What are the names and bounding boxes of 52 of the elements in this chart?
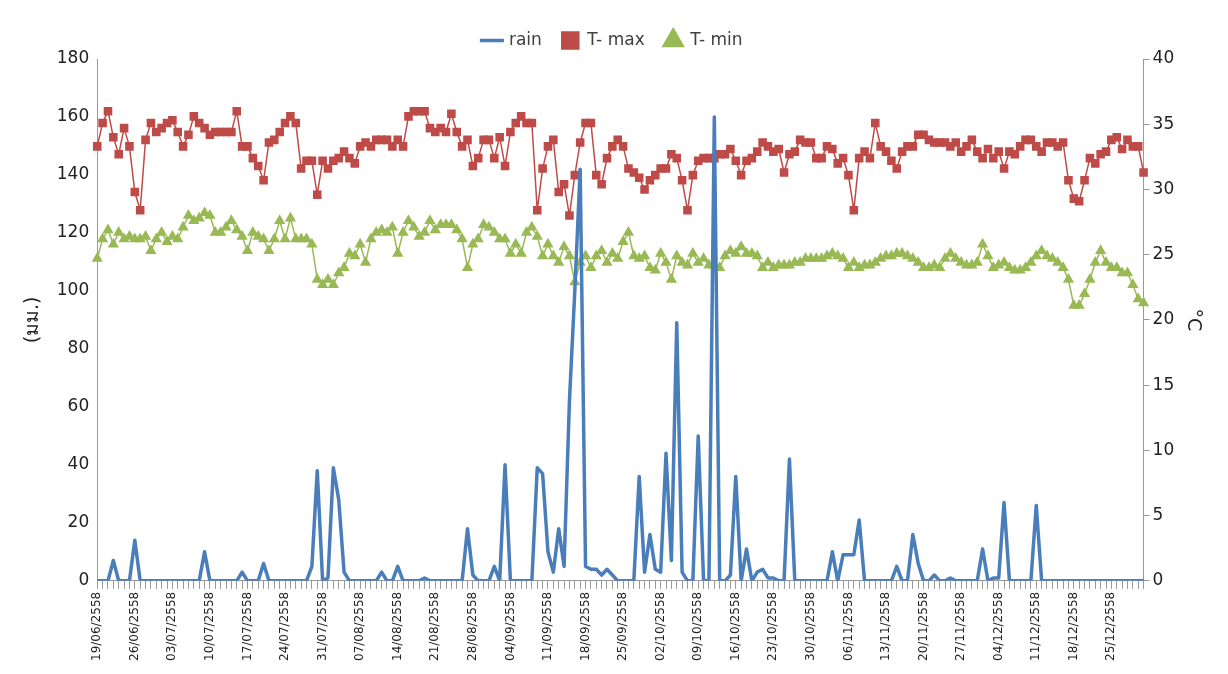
x-tick-label: 28/08/2558 bbox=[464, 591, 479, 662]
x-tick-label: 24/07/2558 bbox=[277, 591, 292, 662]
x-tick-label: 18/09/2558 bbox=[577, 591, 592, 662]
x-tick-label: 30/10/2558 bbox=[803, 591, 818, 662]
x-tick-label: 20/11/2558 bbox=[915, 591, 930, 662]
x-tick-label: 19/06/2558 bbox=[89, 591, 104, 662]
x-tick-label: 25/12/2558 bbox=[1103, 591, 1118, 662]
y-axis-title: (มม.) bbox=[20, 296, 43, 344]
x-tick-label: 18/12/2558 bbox=[1065, 591, 1080, 662]
y2-axis-title: °C bbox=[1183, 308, 1206, 332]
y2-tick-label: 40 bbox=[1152, 47, 1175, 68]
y2-tick-label: 20 bbox=[1152, 308, 1175, 329]
x-tick-label: 31/07/2558 bbox=[314, 591, 329, 662]
legend-label: T- max bbox=[586, 28, 645, 49]
y2-tick-label: 30 bbox=[1152, 177, 1175, 198]
x-tick-label: 25/09/2558 bbox=[615, 591, 630, 662]
y-tick-label: 40 bbox=[67, 453, 90, 474]
y-tick-label: 180 bbox=[56, 47, 90, 68]
y-tick-label: 0 bbox=[78, 569, 90, 590]
x-tick-label: 10/07/2558 bbox=[202, 591, 217, 662]
legend-label: T- min bbox=[689, 28, 743, 49]
y-tick-label: 80 bbox=[67, 337, 90, 358]
x-tick-label: 13/11/2558 bbox=[878, 591, 893, 662]
y-tick-label: 160 bbox=[56, 105, 90, 126]
legend-label: rain bbox=[508, 28, 542, 49]
x-tick-label: 26/06/2558 bbox=[126, 591, 141, 662]
y2-tick-label: 25 bbox=[1152, 243, 1175, 264]
x-tick-label: 17/07/2558 bbox=[239, 591, 254, 662]
x-tick-label: 14/08/2558 bbox=[389, 591, 404, 662]
y2-tick-label: 35 bbox=[1152, 112, 1175, 133]
x-tick-label: 11/09/2558 bbox=[540, 591, 555, 662]
x-tick-label: 11/12/2558 bbox=[1028, 591, 1043, 662]
x-tick-label: 27/11/2558 bbox=[953, 591, 968, 662]
y2-tick-label: 15 bbox=[1152, 373, 1175, 394]
y-tick-label: 140 bbox=[56, 163, 90, 184]
y-tick-label: 60 bbox=[67, 395, 90, 416]
x-tick-label: 21/08/2558 bbox=[427, 591, 442, 662]
y2-tick-label: 0 bbox=[1152, 569, 1164, 590]
y-tick-label: 100 bbox=[56, 279, 90, 300]
y-tick-label: 120 bbox=[56, 221, 90, 242]
x-tick-label: 04/12/2558 bbox=[990, 591, 1005, 662]
x-tick-label: 09/10/2558 bbox=[690, 591, 705, 662]
x-tick-label: 23/10/2558 bbox=[765, 591, 780, 662]
y-tick-label: 20 bbox=[67, 511, 90, 532]
x-tick-label: 04/09/2558 bbox=[502, 591, 517, 662]
x-tick-label: 02/10/2558 bbox=[652, 591, 667, 662]
x-tick-label: 03/07/2558 bbox=[164, 591, 179, 662]
y2-tick-label: 10 bbox=[1152, 438, 1175, 459]
x-tick-label: 07/08/2558 bbox=[352, 591, 367, 662]
x-tick-label: 06/11/2558 bbox=[840, 591, 855, 662]
x-tick-label: 16/10/2558 bbox=[727, 591, 742, 662]
y2-tick-label: 5 bbox=[1152, 504, 1164, 525]
